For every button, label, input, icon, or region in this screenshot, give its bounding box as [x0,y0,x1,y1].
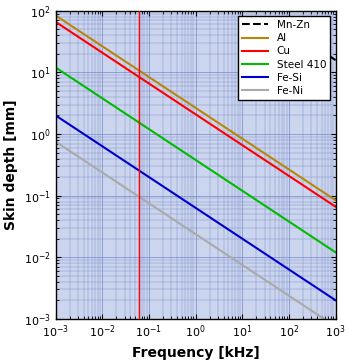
Al [298,174,302,179]
Mn-Zn [282,24,287,28]
Fe-Si [85,134,90,139]
Fe-Si [161,184,165,189]
Al [161,84,165,88]
Fe-Si [298,274,302,279]
Line: Mn-Zn: Mn-Zn [285,26,336,60]
X-axis label: Frequency [kHz]: Frequency [kHz] [132,346,259,360]
Y-axis label: Skin depth [mm]: Skin depth [mm] [4,99,18,230]
Fe-Si [334,298,338,302]
Fe-Si [328,294,332,299]
Cu [161,91,165,95]
Al [85,34,90,39]
Mn-Zn [334,58,338,62]
Cu [102,52,106,56]
Fe-Ni [298,301,302,305]
Al [54,13,58,17]
Cu [54,20,58,24]
Steel 410 [85,86,90,91]
Line: Al: Al [56,15,336,200]
Line: Fe-Si: Fe-Si [56,115,336,300]
Al [328,194,332,199]
Fe-Ni [85,161,90,165]
Cu [85,41,90,45]
Fe-Ni [328,321,332,325]
Fe-Ni [102,171,106,176]
Line: Cu: Cu [56,22,336,207]
Mn-Zn [310,42,314,47]
Steel 410 [161,136,165,141]
Al [173,92,177,96]
Cu [328,201,332,205]
Mn-Zn [302,37,306,41]
Mn-Zn [327,54,331,58]
Steel 410 [298,227,302,231]
Fe-Ni [161,210,165,215]
Steel 410 [102,97,106,102]
Fe-Si [54,113,58,118]
Steel 410 [334,250,338,254]
Line: Steel 410: Steel 410 [56,67,336,252]
Steel 410 [54,65,58,70]
Fe-Ni [54,139,58,144]
Steel 410 [173,144,177,149]
Al [334,198,338,202]
Al [102,45,106,50]
Cu [298,181,302,185]
Mn-Zn [329,55,333,59]
Cu [334,205,338,209]
Fe-Ni [334,324,338,329]
Cu [173,99,177,103]
Line: Fe-Ni: Fe-Ni [56,142,336,327]
Mn-Zn [298,35,302,39]
Steel 410 [328,246,332,251]
Fe-Si [102,145,106,150]
Mn-Zn [300,36,304,40]
Legend: Mn-Zn, Al, Cu, Steel 410, Fe-Si, Fe-Ni: Mn-Zn, Al, Cu, Steel 410, Fe-Si, Fe-Ni [238,16,330,100]
Fe-Si [173,192,177,197]
Fe-Ni [173,218,177,223]
